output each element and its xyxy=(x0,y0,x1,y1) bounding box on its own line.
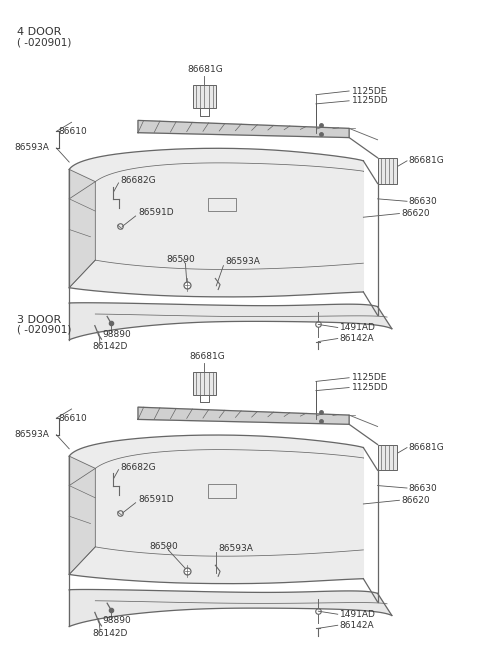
Text: 86681G: 86681G xyxy=(187,66,223,75)
Bar xyxy=(192,85,216,108)
Text: 86142A: 86142A xyxy=(340,621,374,629)
Text: 86142D: 86142D xyxy=(92,342,127,351)
Text: 1125DD: 1125DD xyxy=(351,383,388,392)
Text: 86610: 86610 xyxy=(59,414,87,422)
Bar xyxy=(192,371,216,395)
Text: 1125DE: 1125DE xyxy=(351,373,387,383)
Text: 86593A: 86593A xyxy=(226,257,261,266)
Text: 86593A: 86593A xyxy=(219,544,253,553)
Text: ( -020901): ( -020901) xyxy=(17,37,72,48)
Text: 86591D: 86591D xyxy=(138,495,174,504)
Text: 86590: 86590 xyxy=(167,255,195,264)
Text: 1125DE: 1125DE xyxy=(351,86,387,96)
Polygon shape xyxy=(69,435,363,584)
Text: 1491AD: 1491AD xyxy=(340,610,375,619)
Text: 86590: 86590 xyxy=(150,542,179,551)
Text: 98890: 98890 xyxy=(102,329,131,339)
Text: 86681G: 86681G xyxy=(408,157,444,165)
Polygon shape xyxy=(69,456,96,574)
Bar xyxy=(378,445,396,470)
Polygon shape xyxy=(138,121,349,138)
Text: 86630: 86630 xyxy=(408,196,437,206)
Text: 4 DOOR: 4 DOOR xyxy=(17,28,61,37)
Text: 86630: 86630 xyxy=(408,483,437,493)
Text: 98890: 98890 xyxy=(102,616,131,626)
Text: 1491AD: 1491AD xyxy=(340,323,375,332)
Polygon shape xyxy=(69,303,392,340)
Text: 86593A: 86593A xyxy=(14,143,49,153)
Text: 86682G: 86682G xyxy=(120,462,156,472)
Text: 86142A: 86142A xyxy=(340,334,374,343)
Text: 3 DOOR: 3 DOOR xyxy=(17,314,61,324)
Text: ( -020901): ( -020901) xyxy=(17,325,72,335)
Text: 86681G: 86681G xyxy=(189,352,225,361)
Text: 86142D: 86142D xyxy=(92,629,127,638)
Text: 86681G: 86681G xyxy=(408,443,444,452)
Text: 86591D: 86591D xyxy=(138,208,174,217)
Text: 1125DD: 1125DD xyxy=(351,96,388,105)
Polygon shape xyxy=(69,170,96,288)
Polygon shape xyxy=(69,590,392,626)
Bar xyxy=(378,158,396,183)
Text: 86610: 86610 xyxy=(59,127,87,136)
Text: 86620: 86620 xyxy=(401,496,430,505)
Text: 86593A: 86593A xyxy=(14,430,49,440)
Polygon shape xyxy=(138,407,349,424)
Polygon shape xyxy=(69,148,363,297)
Text: 86620: 86620 xyxy=(401,209,430,218)
Text: 86682G: 86682G xyxy=(120,176,156,185)
